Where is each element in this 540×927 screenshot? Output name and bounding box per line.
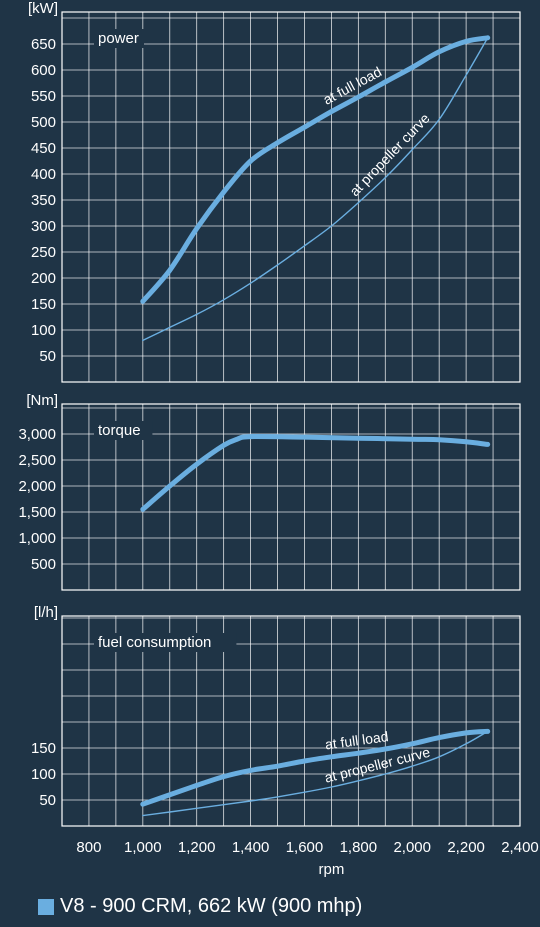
x-tick-label: 1,200	[178, 839, 216, 856]
series-line	[140, 35, 491, 304]
panel-title-bg	[94, 29, 144, 48]
panel-title: fuel consumption	[98, 634, 211, 651]
y-tick-label: 2,000	[18, 478, 56, 495]
x-axis-label: rpm	[318, 861, 344, 878]
x-tick-label: 1,600	[286, 839, 324, 856]
y-tick-label: 250	[31, 244, 56, 261]
x-tick-label: 2,000	[393, 839, 431, 856]
y-tick-label: 550	[31, 88, 56, 105]
y-tick-label: 600	[31, 62, 56, 79]
y-tick-label: 350	[31, 192, 56, 209]
y-tick-label: 50	[39, 348, 56, 365]
y-tick-label: 3,000	[18, 426, 56, 443]
y-tick-label: 650	[31, 36, 56, 53]
y-tick-label: 500	[31, 556, 56, 573]
series-label: at propeller curve	[346, 110, 433, 199]
y-tick-label: 500	[31, 114, 56, 131]
y-tick-label: 2,500	[18, 452, 56, 469]
y-tick-label: 150	[31, 296, 56, 313]
panel-frame	[61, 11, 521, 383]
panel-title: torque	[98, 422, 141, 439]
panel-title-bg	[94, 633, 237, 652]
series-line	[142, 37, 489, 342]
panel-title: power	[98, 30, 139, 47]
y-tick-label: 450	[31, 140, 56, 157]
x-axis: 800 1,000 1,200 1,400 1,600 1,800 2,000 2,200 2,…	[76, 839, 538, 878]
x-tick-label: 800	[76, 839, 101, 856]
y-tick-label: 1,000	[18, 530, 56, 547]
y-tick-label: 150	[31, 740, 56, 757]
y-tick-label: 100	[31, 322, 56, 339]
engine-performance-chart: [kW] 50 100 150 200 250 300 350 400 450 500 550 600 6…	[18, 0, 538, 878]
panel-torque: [Nm] 500 1,000 1,500 2,000 2,500 3,000 torque	[18, 392, 521, 591]
x-tick-label: 1,400	[232, 839, 270, 856]
y-unit-label: [Nm]	[26, 392, 58, 409]
series-line	[140, 728, 491, 807]
x-tick-label: 1,800	[340, 839, 378, 856]
panel-frame	[61, 615, 521, 827]
y-tick-label: 100	[31, 766, 56, 783]
series-line	[140, 434, 491, 512]
x-tick-label: 1,000	[124, 839, 162, 856]
x-tick-label: 2,400	[501, 839, 539, 856]
y-tick-label: 200	[31, 270, 56, 287]
legend-swatch	[38, 898, 54, 915]
y-unit-label: [l/h]	[34, 604, 58, 621]
y-tick-label: 1,500	[18, 504, 56, 521]
series-line	[142, 730, 489, 817]
panel-power: [kW] 50 100 150 200 250 300 350 400 450 500 550 600 6…	[28, 0, 521, 383]
y-tick-label: 50	[39, 792, 56, 809]
panel-frame	[61, 403, 521, 591]
legend: V8 - 900 CRM, 662 kW (900 mhp)	[38, 895, 362, 918]
y-tick-label: 300	[31, 218, 56, 235]
x-tick-label: 2,200	[447, 839, 485, 856]
legend-label: V8 - 900 CRM, 662 kW (900 mhp)	[60, 895, 363, 917]
panel-title-bg	[94, 421, 153, 440]
y-tick-label: 400	[31, 166, 56, 183]
y-unit-label: [kW]	[28, 0, 58, 17]
